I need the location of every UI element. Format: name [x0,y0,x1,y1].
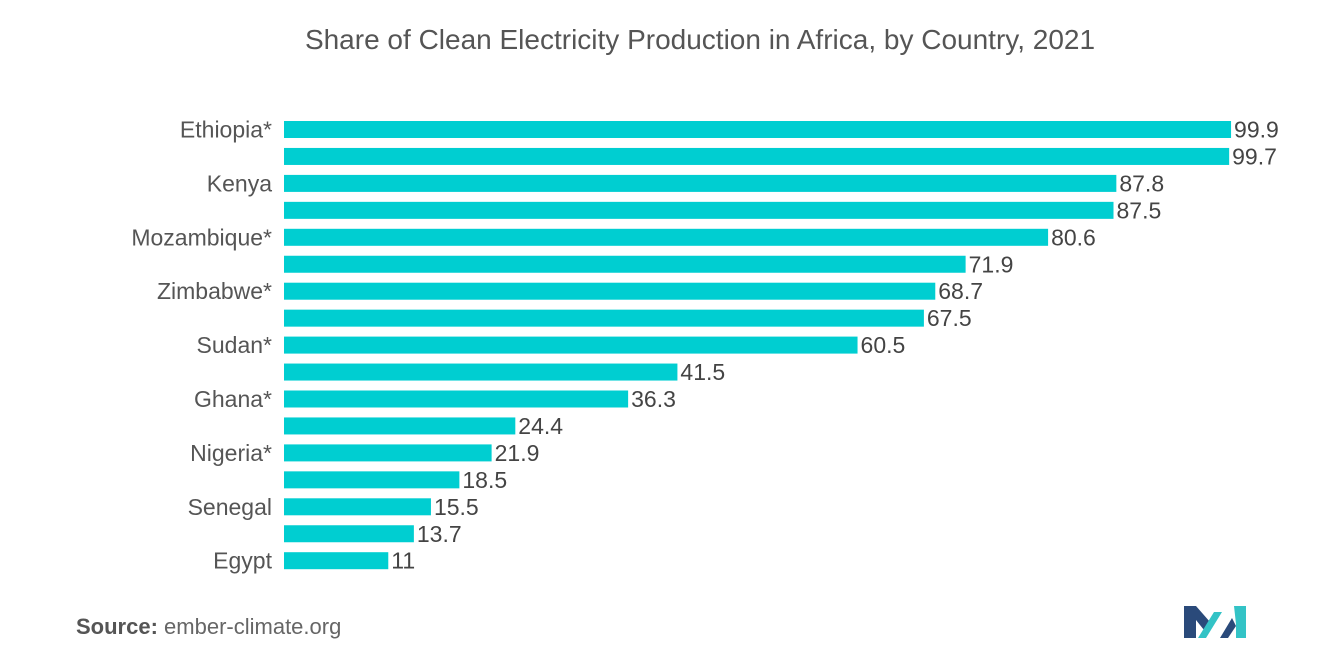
category-label: Mozambique* [131,224,272,250]
bar [284,525,414,543]
value-label: 71.9 [969,251,1014,277]
bar [284,147,1230,165]
value-label: 80.6 [1051,224,1096,250]
bar [284,417,516,435]
value-label: 36.3 [631,386,676,412]
source-text: ember-climate.org [164,614,342,639]
bar [284,498,431,516]
category-labels-group: Ethiopia* Kenya Mozambique* Zimbabwe* Sudan*… [131,117,272,574]
bar [284,444,492,462]
value-label: 41.5 [680,359,725,385]
value-label: 87.5 [1117,197,1162,223]
value-label: 15.5 [434,494,479,520]
bar [284,201,1114,219]
category-label: Egypt [213,548,272,574]
bar [284,363,678,381]
bar [284,309,924,327]
value-label: 60.5 [861,332,906,358]
source-label: Source: [76,614,158,639]
category-label: Ethiopia* [180,117,272,143]
bar [284,255,966,273]
category-label: Zimbabwe* [157,278,272,304]
category-label: Senegal [188,494,272,520]
value-label: 99.9 [1234,117,1279,143]
category-label: Ghana* [194,386,272,412]
value-label: 11 [391,548,415,574]
bars-group [284,121,1232,570]
bar [284,336,858,354]
value-label: 68.7 [938,278,983,304]
bar [284,471,460,489]
value-label: 18.5 [462,467,507,493]
value-label: 67.5 [927,305,972,331]
mordor-intelligence-logo-icon [1184,606,1246,638]
value-label: 99.7 [1232,143,1277,169]
source-note: Source: ember-climate.org [76,614,341,640]
value-label: 24.4 [518,413,563,439]
bar [284,121,1232,138]
value-label: 21.9 [495,440,540,466]
chart-title: Share of Clean Electricity Production in… [304,24,1096,55]
bar [284,282,936,300]
category-label: Kenya [207,170,272,196]
bar [284,174,1117,192]
bar [284,228,1049,246]
bar [284,552,389,570]
value-label: 87.8 [1119,170,1164,196]
bar [284,390,629,408]
category-label: Sudan* [197,332,273,358]
value-labels-group: 99.999.7 87.887.5 80.6 71.968.767.5 60.5 41.5… [391,117,1279,574]
category-label: Nigeria* [190,440,272,466]
value-label: 13.7 [417,521,462,547]
